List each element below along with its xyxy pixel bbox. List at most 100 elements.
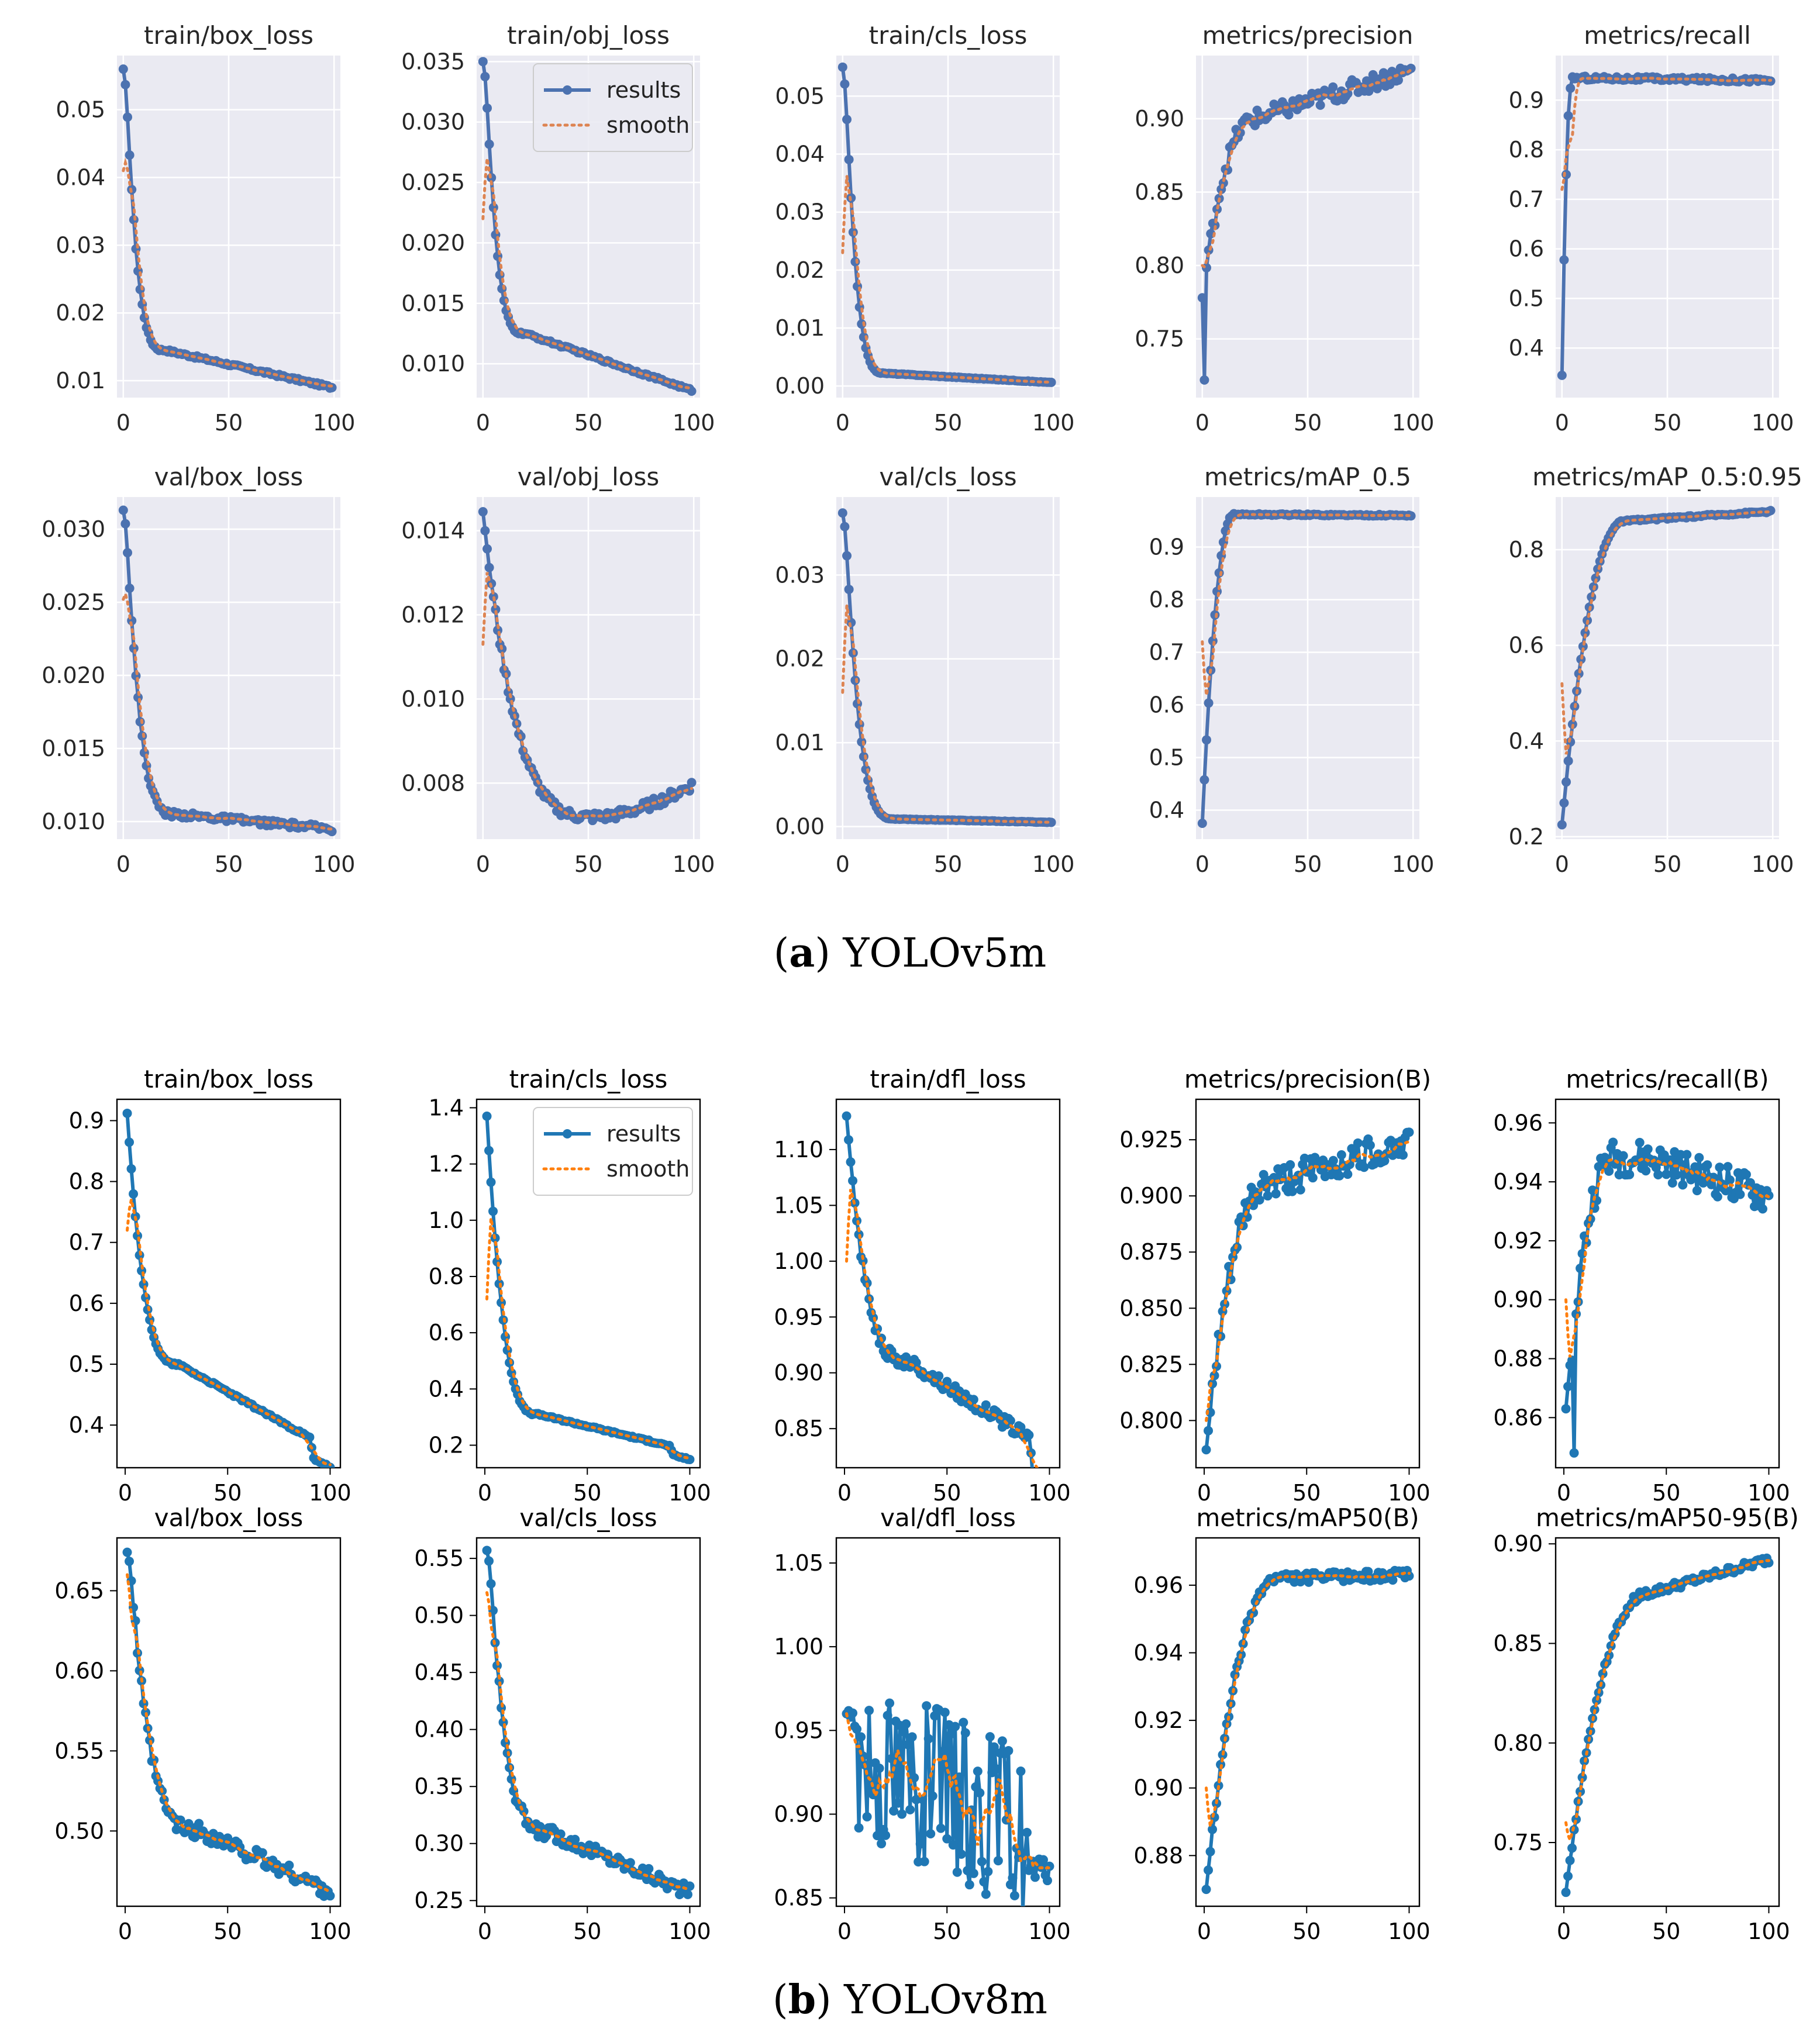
subplot-a-metrics/recall: metrics/recall 0 50 100 0.4 0.5 0.6 0.7 0.8 0.9 (1509, 21, 1794, 436)
subplot-b-train/dfl_loss: train/dfl_loss 0 50 100 0.85 0.90 0.95 1.00 1.05… (774, 1065, 1070, 1506)
results-point (1202, 735, 1212, 745)
results-point (846, 1157, 856, 1167)
y-tick-label: 0.875 (1119, 1239, 1183, 1265)
results-point (1024, 1430, 1034, 1440)
subplot-a-metrics/mAP_0.5: metrics/mAP_0.5 0 50 100 0.4 0.5 0.6 0.7 0.8 0.9 (1149, 463, 1435, 877)
subplot-title: metrics/mAP_0.5 (1204, 463, 1411, 491)
results-point (1199, 375, 1209, 385)
results-point (922, 1701, 932, 1711)
y-tick-label: 0.90 (774, 1360, 823, 1386)
results-point (1651, 1162, 1661, 1172)
y-tick-label: 0.035 (401, 49, 465, 74)
subplot-b-metrics/mAP50(B): metrics/mAP50(B) 0 50 100 0.88 0.90 0.92 0.94 0.… (1133, 1503, 1430, 1944)
results-point (1563, 111, 1573, 121)
results-point (946, 1729, 956, 1739)
results-line (845, 1701, 1052, 1906)
legend-label-results: results (606, 77, 681, 103)
subplot-title: train/cls_loss (869, 21, 1028, 50)
y-tick-label: 0.80 (1493, 1730, 1543, 1756)
subplot-title: val/obj_loss (518, 463, 660, 491)
y-tick-label: 0.7 (69, 1230, 104, 1255)
results-point (125, 1557, 135, 1567)
results-point (1604, 1166, 1614, 1176)
results-point (854, 1823, 864, 1833)
results-point (125, 584, 135, 594)
plot-area (116, 1098, 342, 1469)
smooth-line (126, 1573, 332, 1894)
y-tick-label: 0.030 (401, 109, 465, 135)
y-tick-label: 0.94 (1133, 1640, 1183, 1666)
subplot-title: train/obj_loss (507, 21, 670, 50)
results-point (948, 1840, 958, 1850)
x-tick-label: 0 (1555, 851, 1569, 877)
y-tick-label: 0.50 (414, 1603, 464, 1629)
y-tick-label: 0.03 (56, 232, 105, 258)
legend-results-marker (563, 85, 572, 95)
x-tick-label: 0 (476, 410, 490, 436)
legend-results-marker (563, 1129, 572, 1138)
results-point (1263, 1191, 1273, 1201)
results-point (1653, 1169, 1663, 1179)
results-point (985, 1732, 995, 1742)
smooth-line (485, 1591, 691, 1891)
results-point (125, 150, 135, 160)
subplot-a-metrics/mAP_0.5:0.95: metrics/mAP_0.5:0.95 0 50 100 0.2 0.4 0.6 0.8 (1509, 463, 1802, 877)
x-tick-label: 100 (1028, 1480, 1071, 1506)
results-point (1208, 1824, 1218, 1834)
results-point (478, 57, 488, 67)
results-point (873, 1324, 883, 1334)
x-tick-label: 50 (934, 410, 962, 436)
results-point (938, 1747, 948, 1757)
results-point (486, 1177, 496, 1187)
results-point (901, 1719, 911, 1729)
x-tick-label: 0 (116, 410, 130, 436)
results-point (981, 1889, 991, 1899)
results-point (1581, 1238, 1591, 1248)
subplot-title: metrics/mAP50-95(B) (1536, 1503, 1799, 1532)
results-point (1404, 1127, 1414, 1137)
results-point (1735, 1189, 1745, 1199)
results-point (1641, 1166, 1651, 1176)
results-point (1218, 178, 1228, 188)
x-tick-label: 50 (1292, 1919, 1321, 1944)
smooth-line (841, 605, 1053, 824)
results-point (482, 1545, 492, 1555)
y-tick-label: 0.85 (1493, 1630, 1543, 1656)
results-point (968, 1868, 978, 1878)
y-tick-label: 0.6 (1149, 692, 1184, 718)
y-tick-label: 0.04 (775, 142, 825, 167)
results-point (125, 1137, 135, 1147)
results-point (484, 1146, 494, 1155)
results-point (1567, 1355, 1577, 1365)
results-point (907, 1732, 917, 1742)
smooth-line (841, 175, 1053, 384)
x-tick-label: 50 (1652, 1919, 1680, 1944)
results-point (899, 1727, 909, 1737)
x-tick-label: 100 (1392, 851, 1435, 877)
x-tick-label: 50 (1294, 410, 1322, 436)
results-point (1643, 1144, 1653, 1154)
x-tick-label: 0 (1555, 410, 1569, 436)
x-tick-label: 100 (1388, 1919, 1431, 1944)
results-point (885, 1698, 895, 1708)
x-tick-label: 0 (836, 851, 850, 877)
x-tick-label: 50 (574, 410, 602, 436)
results-point (936, 1823, 946, 1833)
y-tick-label: 0.6 (1509, 633, 1544, 658)
y-tick-label: 0.025 (42, 589, 105, 615)
results-point (1205, 1847, 1215, 1857)
x-tick-label: 100 (668, 1919, 711, 1944)
x-tick-label: 100 (1028, 1919, 1071, 1944)
series-results (478, 507, 697, 826)
results-point (284, 1860, 294, 1870)
subplot-title: val/dfl_loss (880, 1503, 1016, 1532)
results-point (1343, 1169, 1353, 1179)
x-tick-label: 0 (478, 1480, 492, 1506)
x-tick-label: 0 (837, 1919, 852, 1944)
y-tick-label: 0.5 (1509, 285, 1544, 311)
y-tick-label: 0.40 (414, 1717, 464, 1743)
results-point (903, 1740, 913, 1750)
y-tick-label: 0.9 (1149, 534, 1184, 560)
results-point (1328, 82, 1338, 92)
y-tick-label: 0.010 (401, 686, 465, 712)
